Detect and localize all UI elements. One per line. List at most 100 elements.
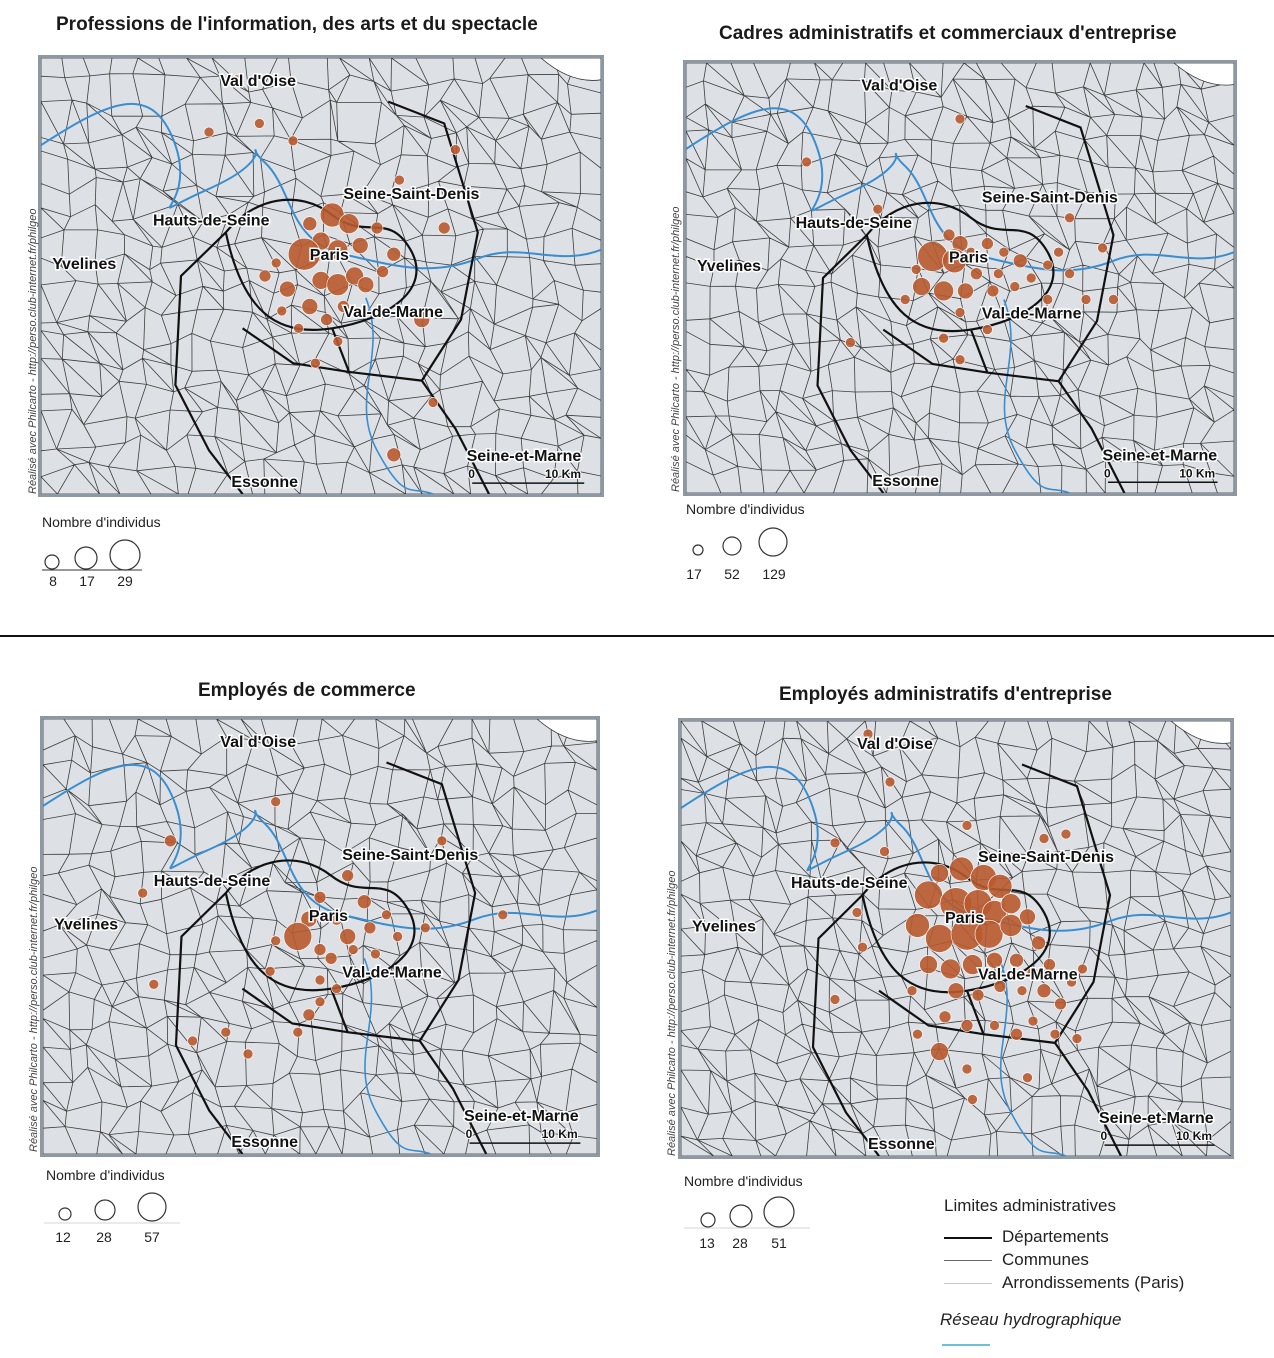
- data-circle: [287, 237, 321, 271]
- data-circle: [998, 246, 1010, 258]
- credit-text: Réalisé avec Philcarto - http://perso.cl…: [28, 866, 40, 1152]
- data-circle: [320, 313, 333, 326]
- label-yvelines: Yvelines: [692, 918, 756, 935]
- departements-outline: [174, 100, 490, 494]
- label-seine-et-marne: Seine-et-Marne: [1099, 1110, 1214, 1127]
- proportional-circles: [137, 796, 509, 1060]
- label-val-de-marne: Val-de-Marne: [343, 304, 443, 321]
- river-marne: [363, 957, 432, 1154]
- label-seine-et-marne: Seine-et-Marne: [467, 448, 582, 465]
- legend-title: Nombre d'individus: [686, 501, 805, 517]
- data-circle: [919, 955, 938, 974]
- data-circle: [347, 944, 359, 955]
- label-val-de-marne: Val-de-Marne: [978, 966, 1078, 983]
- data-circle: [270, 796, 281, 807]
- data-circle: [381, 909, 392, 921]
- data-circle: [330, 912, 343, 926]
- data-circle: [220, 1026, 232, 1038]
- data-circle: [392, 931, 403, 942]
- scale-zero: 0: [466, 1127, 473, 1141]
- data-circle: [914, 880, 943, 910]
- scale-zero: 0: [468, 467, 475, 481]
- data-circle: [242, 1048, 254, 1060]
- legend-circles: [684, 1196, 810, 1229]
- river-marne: [1003, 299, 1070, 493]
- map-title: Cadres administratifs et commerciaux d'e…: [719, 23, 1177, 44]
- departements-outline: [174, 761, 488, 1154]
- data-circle: [1064, 268, 1075, 279]
- data-circle: [310, 357, 321, 369]
- label-essonne: Essonne: [868, 1136, 935, 1153]
- data-circle: [954, 307, 966, 318]
- data-circle: [339, 928, 357, 945]
- data-circle: [1016, 985, 1028, 997]
- data-circle: [1042, 259, 1054, 271]
- data-circle: [314, 996, 326, 1008]
- data-circle: [829, 837, 841, 849]
- legend-value-medium: 28: [732, 1235, 748, 1251]
- data-circle: [1031, 935, 1046, 951]
- data-circle: [1010, 1027, 1023, 1041]
- data-circle: [930, 1042, 949, 1061]
- map-canvas[interactable]: Val d'Oise Seine-Saint-Denis Hauts-de-Sein…: [683, 60, 1237, 496]
- legend-circle-small: [700, 1212, 716, 1228]
- data-circle: [949, 856, 974, 882]
- legend-circle-small: [692, 544, 704, 556]
- communes-mesh: [41, 58, 601, 494]
- data-circle: [801, 156, 812, 168]
- legend-circle-medium: [722, 536, 742, 556]
- data-circle: [905, 913, 930, 938]
- data-circle: [293, 322, 304, 334]
- data-circle: [940, 958, 961, 980]
- legend-value-small: 13: [699, 1235, 715, 1251]
- data-circle: [862, 728, 874, 740]
- map-canvas[interactable]: Val d'Oise Seine-Saint-Denis Hauts-de-Sein…: [38, 55, 604, 497]
- map-title: Employés administratifs d'entreprise: [779, 684, 1112, 705]
- legend-value-large: 129: [762, 566, 786, 582]
- data-circle: [370, 948, 381, 960]
- panel-divider: [0, 635, 1274, 637]
- credit-text: Réalisé avec Philcarto - http://perso.cl…: [666, 870, 678, 1156]
- data-circle: [331, 983, 342, 995]
- data-circle: [1071, 1033, 1083, 1044]
- map-canvas[interactable]: Val d'Oise Seine-Saint-Denis Hauts-de-Sein…: [40, 716, 600, 1157]
- legend-circles: [692, 527, 788, 557]
- data-circle: [910, 264, 922, 275]
- map-corner-void: [1170, 721, 1231, 744]
- river-marne: [999, 959, 1067, 1156]
- legend-circle-small: [58, 1207, 72, 1221]
- data-circle: [982, 324, 993, 335]
- data-circle: [437, 221, 451, 235]
- data-circle: [337, 300, 350, 313]
- data-circle: [1012, 253, 1028, 269]
- data-circle: [962, 954, 983, 975]
- data-circle: [283, 922, 313, 951]
- departements-outline: [816, 104, 1126, 493]
- legend-circle-medium: [74, 546, 98, 570]
- proportional-circles: [203, 74, 461, 463]
- map-canvas[interactable]: Val d'Oise Seine-Saint-Denis Hauts-de-Sein…: [678, 718, 1234, 1159]
- data-circle: [270, 935, 281, 947]
- communes-line-swatch: [944, 1260, 992, 1261]
- data-circle: [363, 921, 377, 935]
- data-circle: [954, 354, 966, 366]
- data-circle: [1009, 281, 1021, 292]
- label-val-doise: Val d'Oise: [220, 734, 296, 751]
- river-marne: [365, 297, 434, 494]
- data-circle: [314, 974, 326, 986]
- data-circle: [231, 74, 243, 86]
- label-yvelines: Yvelines: [52, 256, 116, 273]
- hydro-line-swatch: [942, 1344, 990, 1346]
- communes-mesh: [681, 721, 1231, 1156]
- data-circle: [419, 922, 431, 934]
- data-circle: [137, 887, 148, 899]
- data-circle: [1042, 294, 1054, 305]
- data-circle: [986, 952, 1003, 969]
- data-circle: [313, 943, 327, 956]
- label-hauts-de-seine: Hauts-de-Seine: [153, 212, 270, 229]
- data-circle: [327, 239, 349, 261]
- label-essonne: Essonne: [231, 474, 298, 491]
- data-circle: [302, 1008, 316, 1022]
- data-circle: [338, 213, 360, 234]
- data-circle: [970, 267, 983, 280]
